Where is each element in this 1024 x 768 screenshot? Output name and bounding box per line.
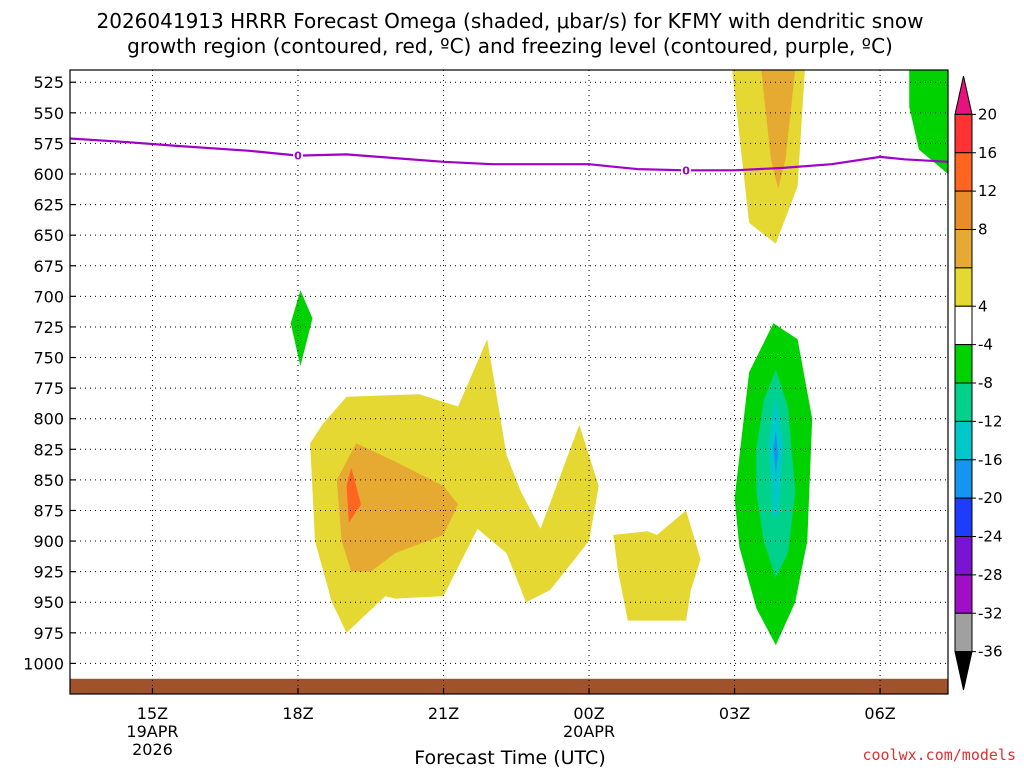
y-tick-label: 1000 (23, 654, 64, 673)
colorbar-label: -16 (978, 451, 1003, 469)
x-tick-label: 00Z (573, 704, 604, 723)
colorbar-segment (954, 305, 973, 346)
colorbar-label: -32 (978, 604, 1003, 622)
x-tick-label: 18Z (282, 704, 313, 723)
y-tick-label: 975 (33, 624, 64, 643)
omega-region-lower-blue-m16 (773, 430, 779, 474)
y-tick-label: 600 (33, 165, 64, 184)
colorbar-cap-top (954, 75, 973, 115)
colorbar-label: -4 (978, 336, 993, 354)
freezing-label-bg (681, 163, 692, 177)
x-axis-label: Forecast Time (UTC) (414, 747, 605, 768)
y-tick-label: 850 (33, 471, 64, 490)
y-tick-label: 925 (33, 563, 64, 582)
x-tick-label: 06Z (864, 704, 895, 723)
colorbar: 20 16 12 8 4 -4 -8 -12 -16 -20 -24 -28 -32 -36 (954, 75, 1003, 691)
colorbar-label: -28 (978, 566, 1003, 584)
colorbar-label: -36 (978, 643, 1003, 661)
y-tick-label: 950 (33, 593, 64, 612)
colorbar-segment (954, 420, 973, 461)
colorbar-segment (954, 113, 973, 154)
x-tick-label: 21Z (428, 704, 459, 723)
colorbar-label: 20 (978, 105, 997, 123)
colorbar-segment (954, 344, 973, 384)
y-tick-label: 550 (33, 104, 64, 123)
colorbar-cap-bottom (954, 651, 973, 691)
freezing-level-line (70, 137, 948, 172)
colorbar-segment (954, 229, 973, 269)
ground-layer (70, 678, 948, 694)
y-tick-label: 875 (33, 501, 64, 520)
colorbar-segment (954, 152, 973, 192)
y-tick-label: 675 (33, 257, 64, 276)
colorbar-segment (954, 190, 973, 230)
freezing-level-contour: 00 (70, 137, 948, 177)
ground-band (70, 678, 948, 694)
colorbar-segment (954, 459, 973, 499)
colorbar-segment (954, 612, 973, 653)
freezing-label-bg (292, 148, 303, 162)
omega-region-small-green-m4 (290, 290, 313, 367)
y-tick-label: 750 (33, 349, 64, 368)
colorbar-label: 4 (978, 297, 988, 315)
y-tick-label: 625 (33, 196, 64, 215)
y-tick-label: 650 (33, 226, 64, 245)
colorbar-label: 8 (978, 221, 988, 239)
freezing-level-label: 0 (682, 164, 690, 177)
omega-shaded-regions (290, 70, 948, 646)
y-tick-label: 900 (33, 532, 64, 551)
y-tick-label: 800 (33, 410, 64, 429)
y-tick-label: 775 (33, 379, 64, 398)
credit-text[interactable]: coolwx.com/models (862, 746, 1016, 764)
colorbar-segment (954, 382, 973, 422)
grid-lines (70, 70, 948, 694)
omega-region-main-orange-8 (336, 443, 459, 572)
colorbar-segment (954, 574, 973, 614)
chart-title-line1: 2026041913 HRRR Forecast Omega (shaded, … (97, 9, 924, 33)
omega-region-upper-green-m4 (909, 70, 948, 174)
colorbar-label: -20 (978, 489, 1003, 507)
x-tick-label: 03Z (719, 704, 750, 723)
freezing-level-label: 0 (294, 150, 302, 163)
x-tick-label: 15Z (137, 704, 168, 723)
colorbar-label: 16 (978, 144, 997, 162)
colorbar-label: 12 (978, 182, 997, 200)
colorbar-label: -24 (978, 528, 1003, 546)
colorbar-segment (954, 267, 973, 307)
y-tick-label: 575 (33, 134, 64, 153)
x-tick-year: 2026 (132, 740, 173, 759)
colorbar-label: -8 (978, 374, 993, 392)
omega-region-upper-orange-8 (761, 70, 796, 189)
y-tick-label: 825 (33, 440, 64, 459)
y-tick-label: 525 (33, 73, 64, 92)
colorbar-segment (954, 536, 973, 576)
x-tick-date: 19APR (126, 722, 178, 741)
omega-region-main-red-12 (346, 467, 361, 523)
omega-region-right-yellow-4 (613, 510, 701, 621)
y-axis-ticks: 525 550 575 600 625 650 675 700 725 750 775 800 825 8… (23, 73, 76, 673)
colorbar-segment (954, 497, 973, 537)
chart-title-line2: growth region (contoured, red, ºC) and f… (127, 34, 893, 58)
plot-frame (69, 69, 949, 695)
x-tick-date: 20APR (563, 722, 615, 741)
y-tick-label: 725 (33, 318, 64, 337)
colorbar-label: -12 (978, 412, 1003, 430)
y-tick-label: 700 (33, 287, 64, 306)
